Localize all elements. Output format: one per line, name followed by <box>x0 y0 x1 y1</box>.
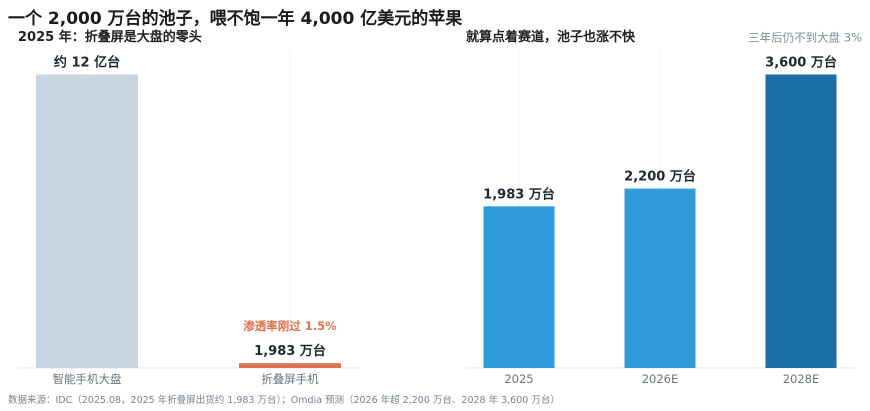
right-data-label-0: 1,983 万台 <box>483 186 555 202</box>
right-chart-title: 就算点着赛道，池子也涨不快 <box>466 30 636 45</box>
right-bar-2 <box>765 74 837 368</box>
right-tick-label-0: 2025 <box>504 372 533 386</box>
right-annotation: 三年后仍不到大盘 3% <box>748 30 862 44</box>
main-title: 一个 2,000 万台的池子，喂不饱一年 4,000 亿美元的苹果 <box>8 9 463 29</box>
right-bar-0 <box>483 206 555 368</box>
right-tick-label-1: 2026E <box>642 372 679 386</box>
right-data-label-2: 3,600 万台 <box>765 54 837 70</box>
right-tick-label-2: 2028E <box>783 372 820 386</box>
left-tick-label-0: 智能手机大盘 <box>53 372 122 386</box>
left-bar-0 <box>36 74 138 368</box>
left-data-label-0: 约 12 亿台 <box>54 54 120 70</box>
right-data-label-1: 2,200 万台 <box>624 169 696 185</box>
left-tick-label-1: 折叠屏手机 <box>261 372 319 386</box>
left-annotation: 渗透率刚过 1.5% <box>243 319 337 333</box>
left-bar-1 <box>239 363 341 368</box>
left-data-label-1: 1,983 万台 <box>254 343 326 359</box>
left-chart-title: 2025 年：折叠屏是大盘的零头 <box>18 30 202 45</box>
right-bar-1 <box>624 188 696 368</box>
source-note: 数据来源：IDC（2025.08，2025 年折叠屏出货约 1,983 万台）；… <box>8 395 560 406</box>
